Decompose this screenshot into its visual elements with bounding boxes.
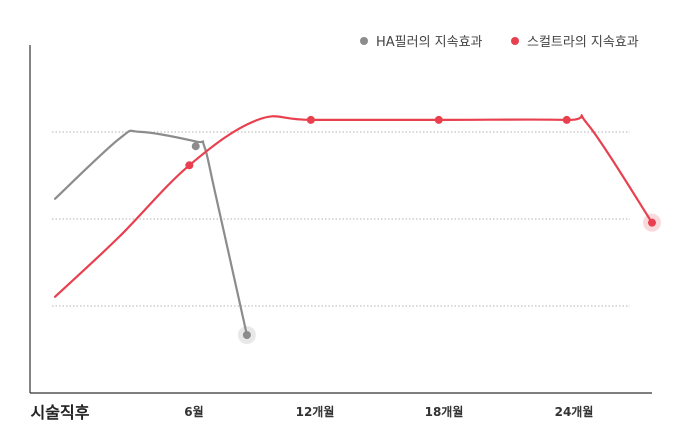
series-2-point-2 — [306, 115, 315, 124]
series-2-point-3 — [434, 115, 443, 124]
x-tick-label-1: 시술직후 — [31, 403, 90, 422]
x-tick-label-4: 18개월 — [425, 404, 464, 419]
series-1-point-2 — [242, 331, 251, 339]
legend-label-1: HA필러의 지속효과 — [376, 35, 483, 50]
series-1-point-1 — [191, 142, 200, 151]
series-line-1 — [53, 129, 248, 337]
x-tick-label-2: 6월 — [184, 404, 203, 419]
series-line-2 — [53, 114, 654, 298]
series-2-point-4 — [562, 115, 571, 124]
x-tick-label-3: 12개월 — [296, 404, 335, 419]
legend-label-2: 스컬트라의 지속효과 — [527, 35, 639, 50]
legend-marker-2 — [511, 37, 519, 45]
series-2-point-1 — [185, 161, 194, 170]
series-2-point-5 — [648, 218, 656, 227]
legend-marker-1 — [360, 37, 368, 45]
x-tick-label-5: 24개월 — [555, 404, 594, 419]
